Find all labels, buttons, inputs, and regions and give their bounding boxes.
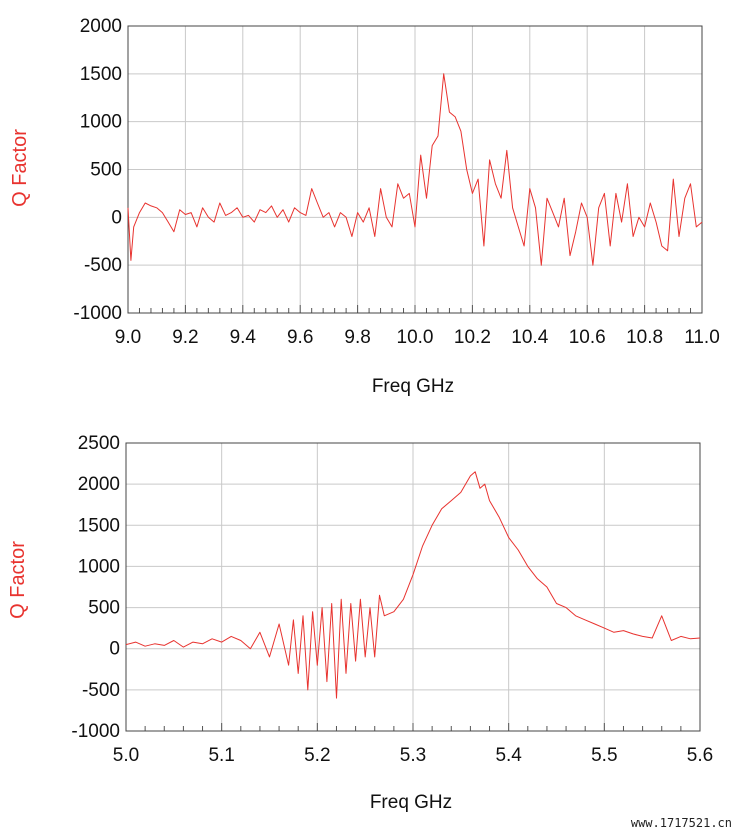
x-tick-label: 11.0 [684,327,720,348]
x-tick-label: 5.3 [400,745,426,766]
chart-1: 9.0 9.2 9.4 9.6 9.8 10.0 10.2 10.4 10.6 10.8 11.0 -… [9,16,720,397]
x-tick-label: 5.5 [591,745,617,766]
x-axis-label: Freq GHz [370,792,452,813]
y-tick-label: -1000 [73,303,122,324]
x-tick-label: 10.2 [454,327,491,348]
series-line [125,471,701,699]
y-tick-label: -500 [84,255,122,276]
y-tick-label: 1000 [78,556,120,577]
y-tick-label: 1000 [80,112,122,133]
x-tick-label: 10.0 [397,327,434,348]
x-tick-label: 10.8 [626,327,663,348]
y-tick-label: 0 [111,207,122,228]
y-tick-label: 500 [88,598,120,619]
y-tick-label: -500 [82,680,120,701]
y-axis-label: Q Factor [7,541,29,619]
x-tick-label: 5.4 [495,745,522,766]
watermark-text: www.1717521.cn [630,816,732,830]
y-tick-label: 2000 [80,16,122,37]
x-tick-label: 10.6 [569,327,606,348]
plot-frame [127,25,703,314]
y-axis-label: Q Factor [9,129,31,207]
x-tick-label: 9.2 [172,327,198,348]
x-tick-label: 9.0 [115,327,141,348]
x-tick-label: 9.8 [344,327,370,348]
x-tick-label: 5.1 [208,745,234,766]
y-tick-label: 1500 [78,515,120,536]
y-tick-label: 1500 [80,64,122,85]
y-tick-label: 500 [90,160,122,181]
series-line [127,73,703,266]
x-tick-label: 9.4 [230,327,257,348]
chart-2: 5.0 5.1 5.2 5.3 5.4 5.5 5.6 -1000 -500 0 500 1000 15… [7,433,713,813]
x-tick-label: 9.6 [287,327,313,348]
plot-frame [125,442,701,732]
x-tick-label: 10.4 [511,327,548,348]
x-tick-label: 5.0 [113,745,139,766]
x-tick-label: 5.6 [687,745,713,766]
y-tick-label: 0 [109,639,120,660]
y-tick-label: 2500 [78,433,120,454]
y-tick-label: 2000 [78,474,120,495]
x-tick-label: 5.2 [304,745,330,766]
x-axis-label: Freq GHz [372,376,454,397]
y-tick-label: -1000 [71,721,120,742]
